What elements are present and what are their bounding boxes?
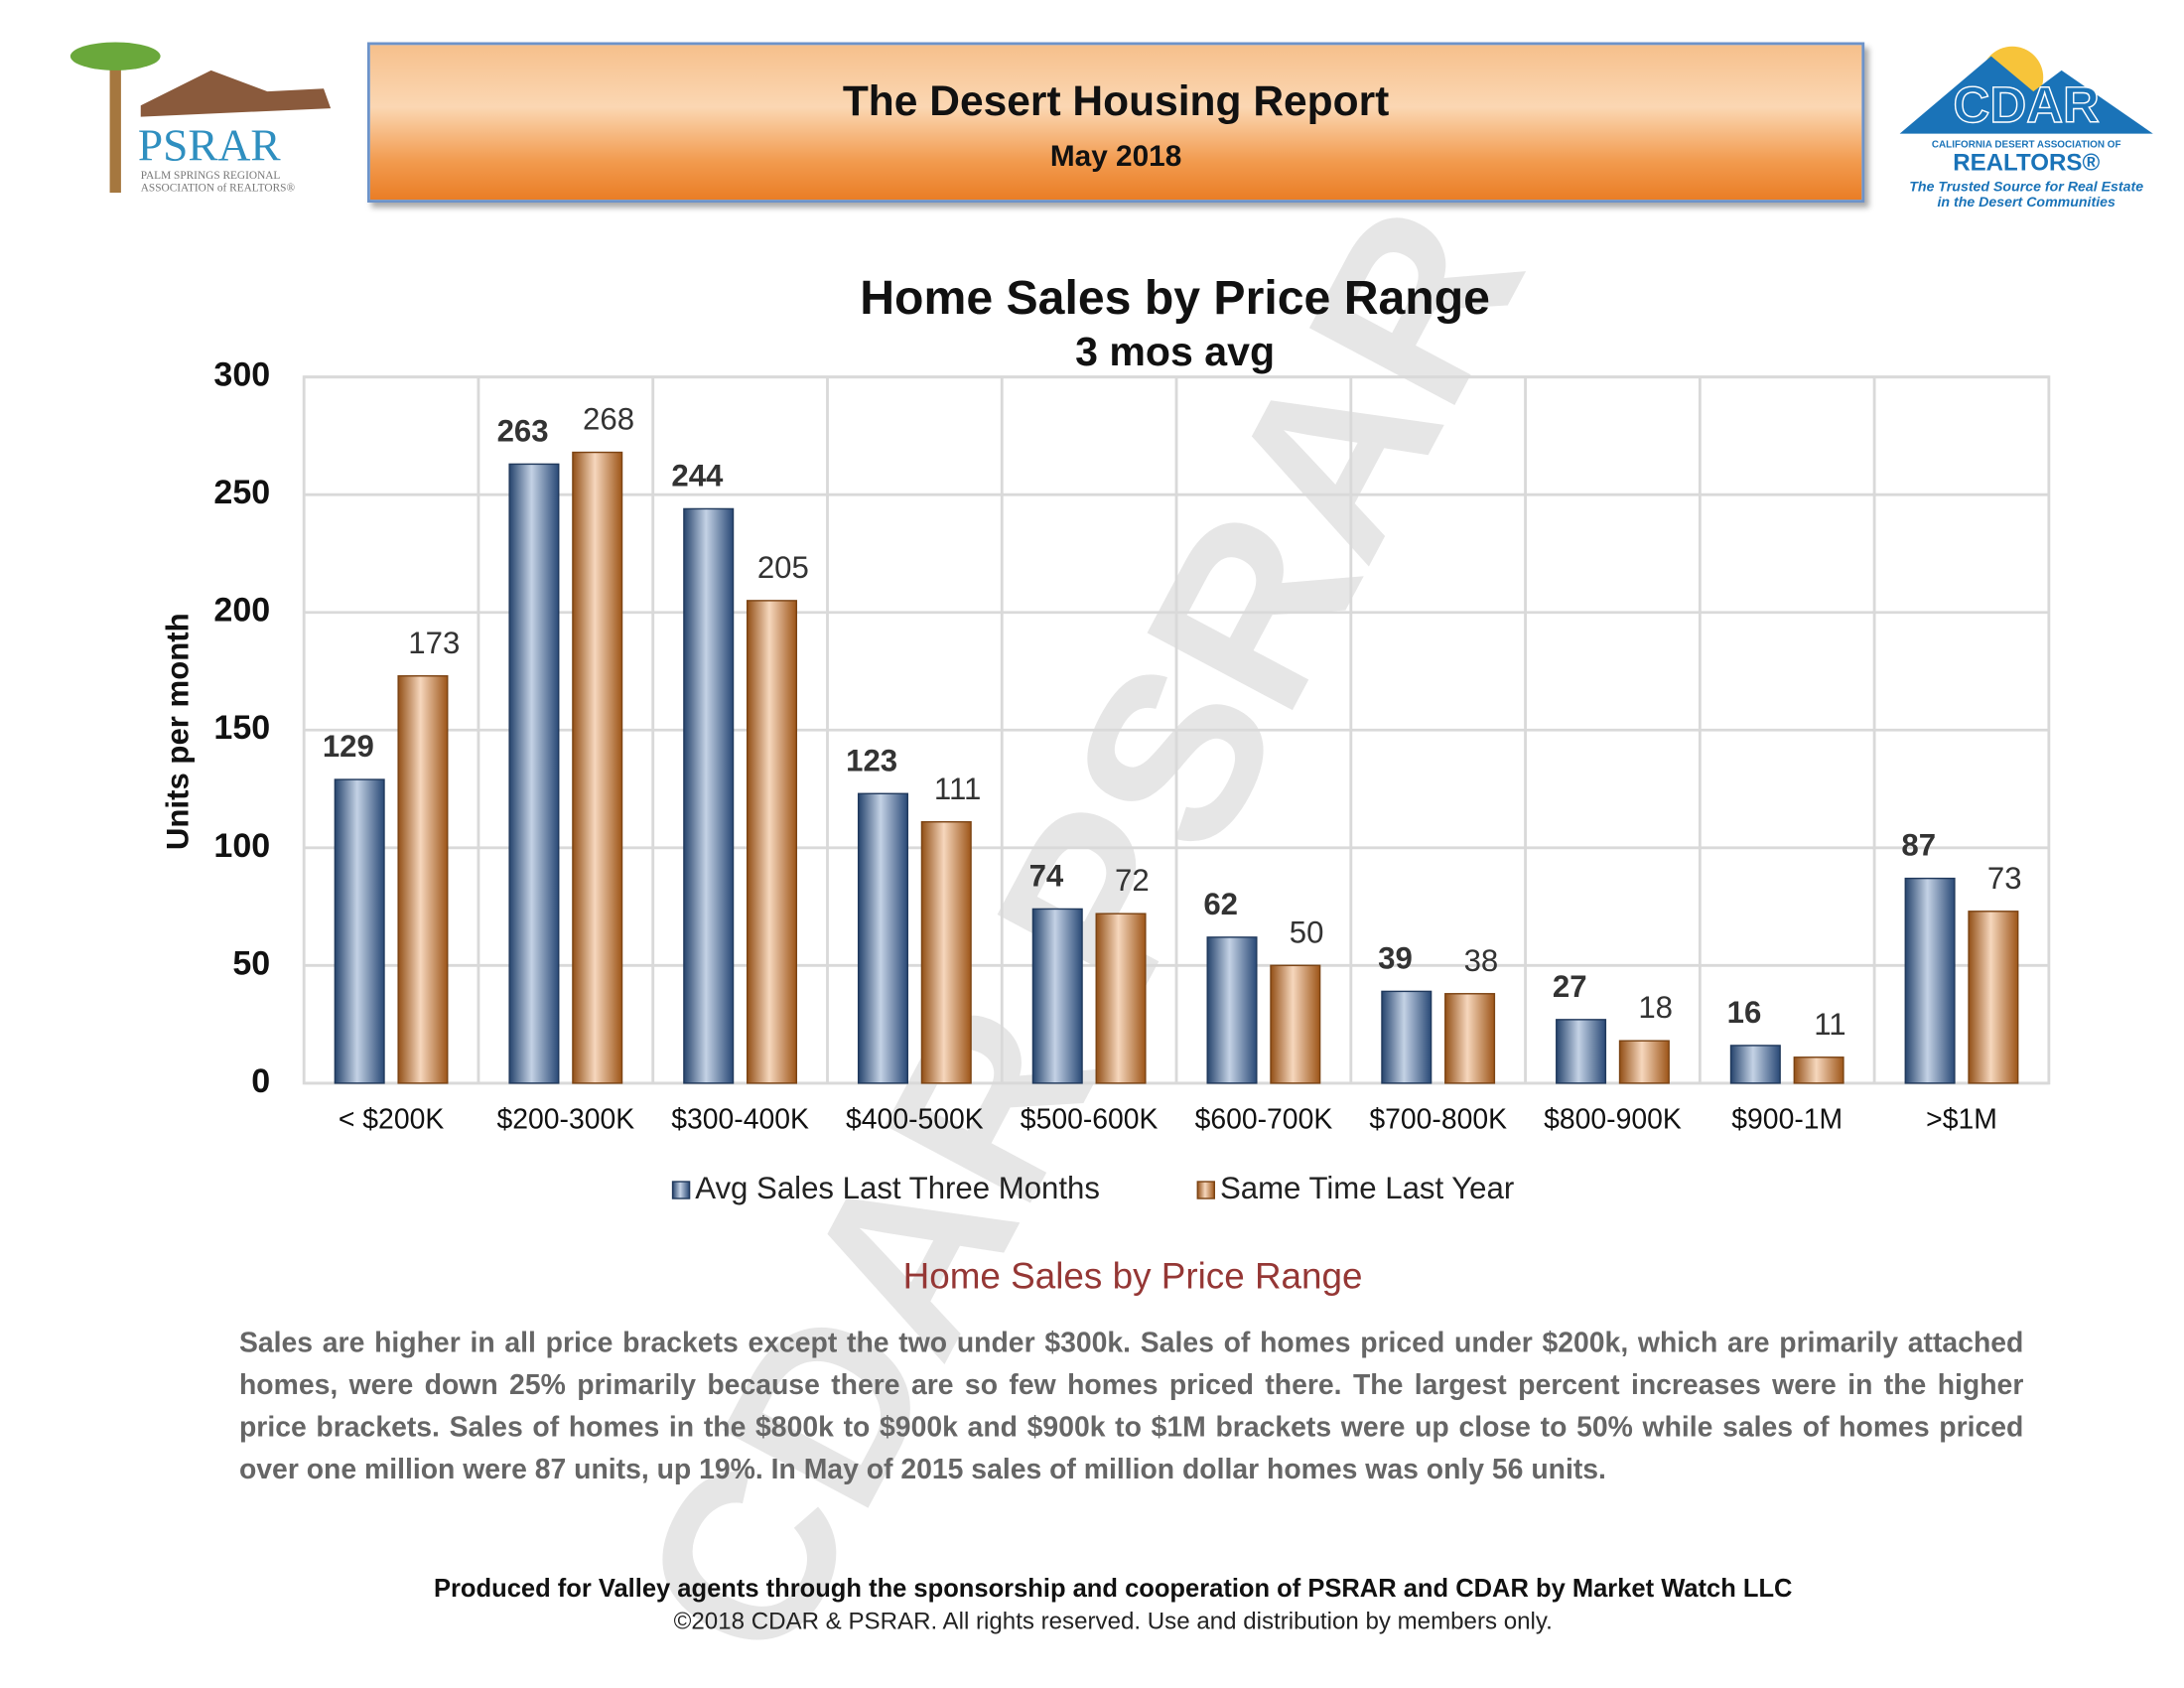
value-label: 27 xyxy=(1553,969,1587,1004)
commentary-heading: Home Sales by Price Range xyxy=(902,1254,1363,1298)
bar xyxy=(1206,936,1258,1084)
value-label: 72 xyxy=(1115,863,1150,898)
value-label: 129 xyxy=(323,729,374,764)
legend-swatch xyxy=(671,1181,691,1199)
psrar-line2: ASSOCIATION of REALTORS® xyxy=(141,183,296,195)
x-tick-label: $600-700K xyxy=(1195,1104,1333,1136)
header-banner: The Desert Housing Report May 2018 xyxy=(366,42,1865,204)
legend-label: Same Time Last Year xyxy=(1220,1171,1514,1205)
value-label: 205 xyxy=(757,550,809,585)
bar xyxy=(334,778,385,1084)
legend-label: Avg Sales Last Three Months xyxy=(695,1171,1100,1205)
x-tick-label: $900-1M xyxy=(1731,1104,1843,1136)
x-tick-label: $500-600K xyxy=(1021,1104,1159,1136)
bar xyxy=(683,507,735,1084)
commentary-body: Sales are higher in all price brackets e… xyxy=(238,1328,2024,1486)
value-label: 73 xyxy=(1987,861,2022,896)
bar xyxy=(572,451,623,1084)
value-label: 18 xyxy=(1638,990,1673,1025)
cdar-line2: REALTORS® xyxy=(1953,149,2100,176)
psrar-name: PSRAR xyxy=(138,121,281,171)
x-tick-label: $700-800K xyxy=(1369,1104,1507,1136)
bar xyxy=(920,821,972,1084)
psrar-line1: PALM SPRINGS REGIONAL xyxy=(141,170,281,182)
bar xyxy=(397,675,449,1084)
footer-copyright: ©2018 CDAR & PSRAR. All rights reserved.… xyxy=(673,1608,1553,1635)
bar xyxy=(1904,877,1956,1084)
bar xyxy=(1556,1019,1607,1084)
cdar-logo: CDAR CALIFORNIA DESERT ASSOCIATION OF RE… xyxy=(1899,46,2153,211)
logo-mountain xyxy=(1899,56,2153,134)
logo-palm-leaves xyxy=(69,42,161,70)
y-tick-label: 100 xyxy=(213,827,270,865)
value-label: 38 xyxy=(1464,943,1499,978)
x-tick-label: $400-500K xyxy=(846,1104,984,1136)
bar xyxy=(1381,990,1433,1084)
bar xyxy=(1729,1045,1781,1084)
header-title: The Desert Housing Report xyxy=(842,78,1390,126)
y-tick-label: 0 xyxy=(251,1062,270,1100)
value-label: 50 xyxy=(1290,914,1324,949)
cdar-name: CDAR xyxy=(1954,76,2100,133)
y-tick-label: 50 xyxy=(232,944,270,982)
cdar-line1: CALIFORNIA DESERT ASSOCIATION OF xyxy=(1932,140,2121,151)
x-tick-label: $300-400K xyxy=(671,1104,809,1136)
legend-swatch xyxy=(1196,1181,1216,1199)
value-label: 16 xyxy=(1727,995,1762,1030)
y-tick-label: 300 xyxy=(213,356,270,394)
value-label: 74 xyxy=(1029,859,1064,894)
bar xyxy=(1793,1056,1844,1084)
chart: Home Sales by Price Range 3 mos avg Unit… xyxy=(161,271,2051,1205)
bar xyxy=(746,600,798,1084)
psrar-logo: PSRAR PALM SPRINGS REGIONAL ASSOCIATION … xyxy=(69,42,332,195)
bar xyxy=(508,463,560,1084)
cdar-tagline2: in the Desert Communities xyxy=(1937,195,2116,211)
x-tick-label: $200-300K xyxy=(497,1104,635,1136)
chart-title: Home Sales by Price Range xyxy=(860,271,1490,325)
header-date: May 2018 xyxy=(1049,140,1182,174)
value-label: 11 xyxy=(1814,1007,1845,1042)
bar xyxy=(1968,911,2019,1084)
bar xyxy=(1270,964,1321,1084)
value-label: 111 xyxy=(934,772,981,806)
cdar-tagline1: The Trusted Source for Real Estate xyxy=(1909,180,2143,196)
value-label: 263 xyxy=(497,413,549,448)
logo-mountain xyxy=(140,70,332,117)
value-label: 123 xyxy=(846,743,897,777)
y-tick-label: 200 xyxy=(213,592,270,630)
x-tick-label: $800-900K xyxy=(1544,1104,1682,1136)
x-tick-label: >$1M xyxy=(1926,1104,1997,1136)
bar xyxy=(1031,908,1083,1084)
value-label: 87 xyxy=(1901,828,1936,863)
y-axis-label: Units per month xyxy=(161,613,196,850)
x-tick-label: < $200K xyxy=(339,1104,444,1136)
bar xyxy=(857,792,908,1084)
logo-palm-trunk xyxy=(109,63,121,194)
value-label: 244 xyxy=(671,459,724,493)
value-label: 173 xyxy=(408,626,460,660)
value-label: 62 xyxy=(1203,887,1238,921)
value-label: 39 xyxy=(1378,940,1413,975)
footer-credit: Produced for Valley agents through the s… xyxy=(433,1574,1793,1603)
chart-subtitle: 3 mos avg xyxy=(1075,329,1275,374)
y-tick-label: 150 xyxy=(213,709,270,747)
y-tick-label: 250 xyxy=(213,474,270,511)
bar xyxy=(1095,913,1147,1084)
bar xyxy=(1444,993,1496,1084)
value-label: 268 xyxy=(583,402,634,437)
bar xyxy=(1618,1040,1670,1084)
